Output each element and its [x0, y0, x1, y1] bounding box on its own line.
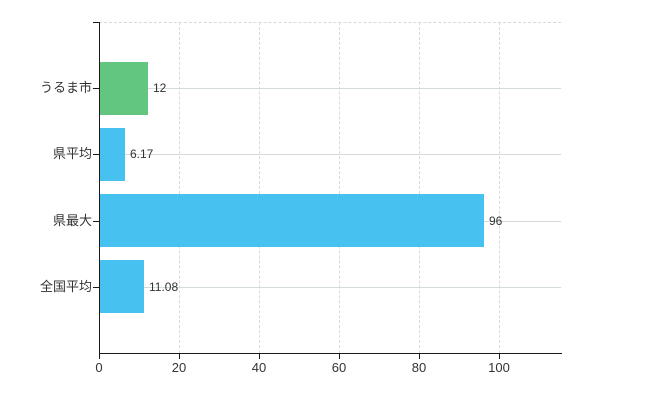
vertical-gridline — [259, 22, 260, 353]
x-axis-tick — [179, 354, 180, 359]
y-axis-tick — [93, 88, 99, 89]
horizontal-gridline — [99, 154, 561, 155]
vertical-gridline — [179, 22, 180, 353]
bar-value-label: 11.08 — [149, 280, 179, 294]
bar-うるま市 — [100, 62, 148, 115]
x-axis-tick — [99, 354, 100, 359]
plot-top-border — [99, 22, 561, 23]
vertical-gridline — [499, 22, 500, 353]
category-label-県最大: 県最大 — [52, 213, 92, 228]
plot-area: 12 6.17 96 11.08 — [99, 22, 561, 353]
x-tick-label-80: 80 — [411, 360, 427, 375]
x-axis-line — [99, 353, 562, 354]
bar-value-label: 96 — [489, 214, 503, 228]
x-axis-tick — [339, 354, 340, 359]
vertical-gridline — [419, 22, 420, 353]
y-axis-tick — [93, 154, 99, 155]
x-tick-label-20: 20 — [171, 360, 187, 375]
bar-県平均 — [100, 128, 125, 181]
bar-県最大 — [100, 194, 484, 247]
category-label-うるま市: うるま市 — [39, 80, 92, 95]
bar-value-label: 6.17 — [130, 147, 154, 161]
x-axis-tick — [419, 354, 420, 359]
bar-value-label: 12 — [153, 81, 167, 95]
x-tick-label-60: 60 — [331, 360, 347, 375]
horizontal-gridline — [99, 88, 561, 89]
category-label-県平均: 県平均 — [52, 146, 92, 161]
category-label-全国平均: 全国平均 — [39, 279, 92, 294]
x-axis-tick — [499, 354, 500, 359]
y-axis-tick — [93, 221, 99, 222]
y-axis-tick — [93, 287, 99, 288]
vertical-gridline — [339, 22, 340, 353]
x-tick-label-40: 40 — [251, 360, 267, 375]
y-axis-end-tick — [93, 22, 99, 23]
bar-全国平均 — [100, 260, 144, 313]
horizontal-gridline — [99, 287, 561, 288]
y-axis-line — [99, 22, 100, 354]
x-axis-tick — [259, 354, 260, 359]
x-tick-label-0: 0 — [95, 360, 103, 375]
x-tick-label-100: 100 — [488, 360, 510, 375]
